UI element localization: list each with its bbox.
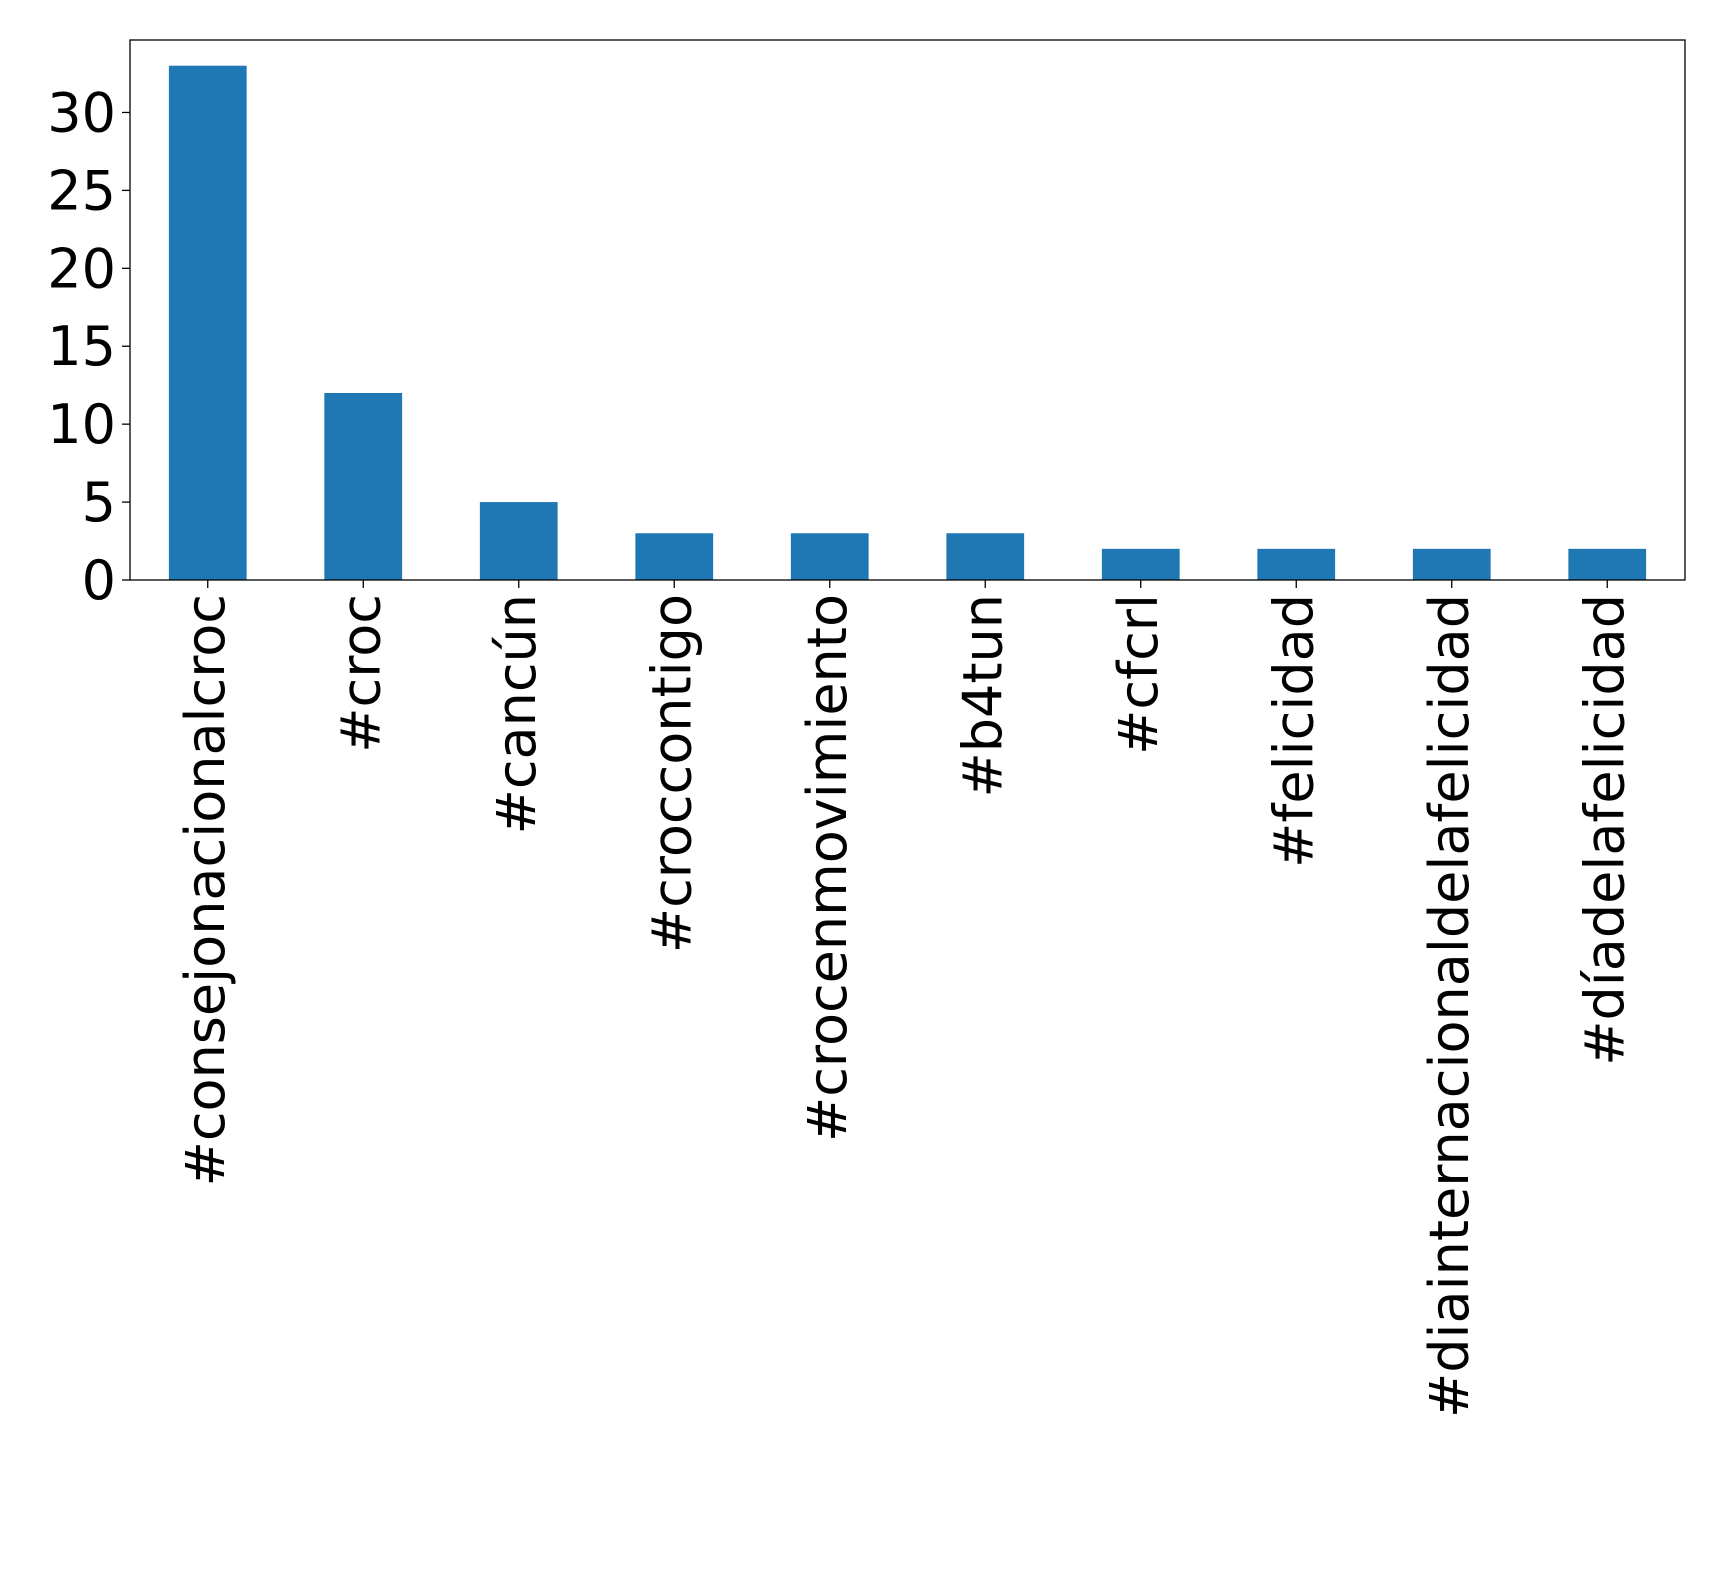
bar xyxy=(1568,548,1647,580)
x-tick-label: #crocenmovimiento xyxy=(796,594,859,1142)
x-tick-label: #felicidad xyxy=(1262,594,1325,868)
bar xyxy=(790,533,869,580)
bar xyxy=(635,533,714,580)
bars-layer xyxy=(168,65,1647,580)
y-tick-label: 10 xyxy=(47,393,116,456)
plot-frame xyxy=(129,39,1686,581)
bar xyxy=(1257,548,1336,580)
y-tick-label: 30 xyxy=(47,81,116,144)
y-tick-label: 0 xyxy=(82,549,116,612)
bar xyxy=(479,502,558,580)
y-axis: 0 5 10 15 20 25 30 xyxy=(47,81,130,612)
bar xyxy=(1412,548,1491,580)
x-tick-label: #consejonacionalcroc xyxy=(174,594,237,1186)
x-tick-label: #b4tun xyxy=(951,594,1014,798)
bar xyxy=(168,65,247,580)
x-tick-label: #croccontigo xyxy=(640,594,703,953)
bar xyxy=(324,392,403,580)
x-tick-label: #cfcrl xyxy=(1107,594,1170,755)
y-tick-label: 5 xyxy=(82,471,116,534)
x-axis: #consejonacionalcroc #croc #cancún #croccon… xyxy=(174,580,1636,1418)
bar xyxy=(1101,548,1180,580)
bar xyxy=(946,533,1025,580)
x-tick-label: #croc xyxy=(329,594,392,753)
x-tick-label: #diainternacionaldelafelicidad xyxy=(1418,594,1481,1418)
x-tick-label: #cancún xyxy=(485,594,548,834)
y-tick-label: 20 xyxy=(47,237,116,300)
y-tick-label: 25 xyxy=(47,159,116,222)
y-tick-label: 15 xyxy=(47,315,116,378)
x-tick-label: #díadelafelicidad xyxy=(1573,594,1636,1066)
